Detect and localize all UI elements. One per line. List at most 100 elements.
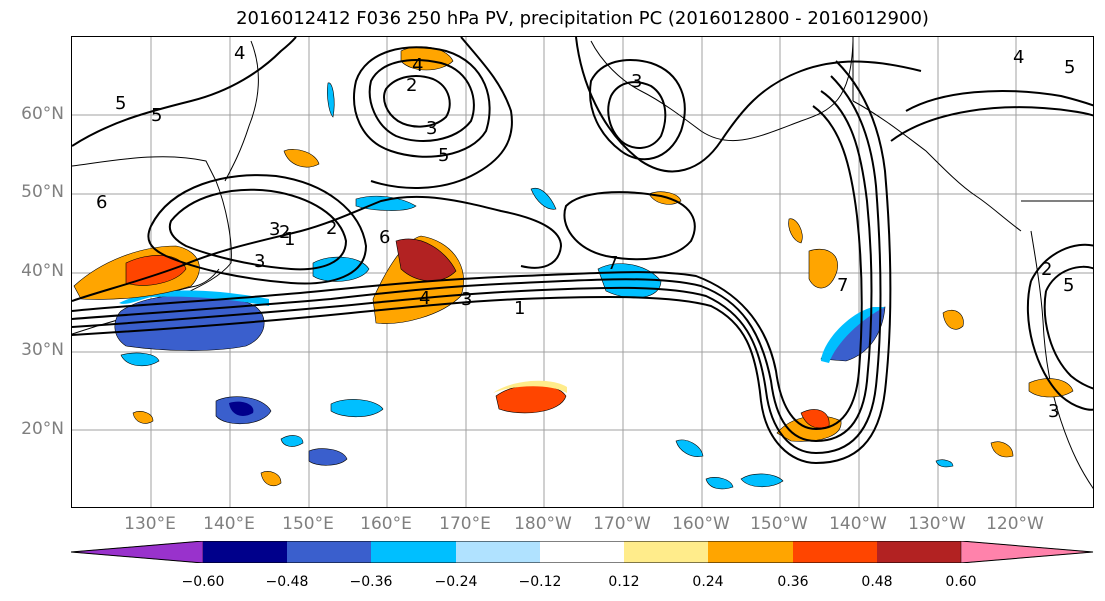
colorbar-segment-extend-low	[71, 541, 204, 563]
blue-blob-160w-south	[675, 439, 704, 457]
lon-label-140e: 140°E	[203, 514, 255, 534]
coast-nw-america	[852, 100, 1022, 232]
contour-label: 1	[284, 229, 295, 250]
colorbar-segment	[287, 541, 371, 563]
contour-label: 3	[631, 71, 642, 92]
lon-label-160w: 160°W	[672, 514, 730, 534]
contour-label: 6	[379, 227, 390, 248]
orange-blob-130e	[132, 411, 154, 424]
blue-blob-ne-pacific-edge	[821, 307, 885, 363]
contour-label: 2	[1041, 259, 1052, 280]
darkred-blob-160e	[395, 238, 457, 282]
jet-contour-2	[72, 75, 882, 455]
blue-blob-kamchatka	[327, 82, 335, 118]
pv-contours	[72, 37, 1093, 465]
colorbar-segment	[371, 541, 456, 563]
contour-label: 2	[326, 218, 337, 239]
contour-label: 4	[419, 288, 430, 309]
yellow-blob-175w	[493, 380, 567, 393]
colorbar-segment-extend-high	[960, 541, 1094, 563]
contour-nw-top	[72, 37, 297, 147]
contour-label: 3	[269, 219, 280, 240]
blue-blob-145e	[280, 435, 304, 447]
contour-label: 5	[151, 105, 162, 126]
contour-label: 4	[1013, 47, 1024, 68]
contour-label: 5	[1064, 57, 1075, 78]
blue-blob-150e-south	[308, 448, 348, 466]
coastlines	[72, 37, 1093, 489]
lon-label-150e: 150°E	[282, 514, 334, 534]
contour-label-group: 4 5 5 6 2 3 1 2 3 4 2 3 5 3 7 4 3 1 6 4 …	[96, 43, 1075, 422]
lon-label-160e: 160°E	[360, 514, 412, 534]
lon-label-170e: 170°E	[439, 514, 491, 534]
contour-label: 5	[438, 145, 449, 166]
contour-low-60n-2	[353, 46, 491, 158]
contour-label: 3	[1048, 401, 1059, 422]
contour-alaska-outer	[575, 37, 922, 173]
contour-label: 4	[412, 55, 423, 76]
graticule	[72, 37, 1093, 507]
contour-west-trough	[72, 195, 563, 302]
jet-contour-3	[72, 60, 892, 465]
orange-blob-135w	[942, 309, 964, 330]
jet-contour-4	[72, 105, 863, 431]
contour-label: 7	[607, 253, 618, 274]
colorbar-outline	[71, 541, 1094, 563]
precip-shading	[73, 46, 1074, 490]
lon-label-140w: 140°W	[829, 514, 887, 534]
red-blob-asia	[125, 254, 187, 286]
contour-label: 3	[461, 289, 472, 310]
contour-ne-ridge	[905, 90, 1093, 112]
coast-kamchatka	[224, 40, 259, 182]
contour-label: 3	[426, 118, 437, 139]
colorbar-tick-label: −0.36	[349, 574, 393, 590]
contour-label: 4	[234, 43, 245, 64]
orange-blob-155w-north	[788, 218, 803, 244]
colorbar	[71, 541, 1094, 563]
lat-label-40n: 40°N	[21, 261, 64, 281]
blue-blob-165e-north	[355, 195, 417, 211]
contour-label: 5	[115, 93, 126, 114]
contour-label: 6	[96, 192, 107, 213]
orange-blob-150w	[808, 248, 838, 289]
orange-blob-150e-north	[283, 149, 320, 168]
colorbar-tick-label: 0.48	[861, 574, 893, 590]
contour-label: 7	[837, 275, 848, 296]
contour-north-kamchatka	[370, 37, 513, 189]
contour-high-180	[563, 191, 696, 261]
lon-label-120w: 120°W	[986, 514, 1044, 534]
contour-label: 2	[279, 222, 290, 243]
colorbar-tick-label: 0.12	[608, 574, 640, 590]
colorbar-tick-label: −0.48	[265, 574, 309, 590]
colorbar-tick-label: −0.60	[181, 574, 225, 590]
contour-label: 3	[254, 251, 265, 272]
colorbar-tick-label: 0.36	[777, 574, 809, 590]
contour-label: 2	[406, 75, 417, 96]
lat-label-60n: 60°N	[21, 104, 64, 124]
orange-blob-125w	[1028, 378, 1074, 398]
contour-west-us-low-2	[1043, 265, 1093, 390]
lon-label-180w: 180°W	[514, 514, 572, 534]
orange-blob-125w-south	[990, 441, 1014, 458]
blue-blob-160e-south	[330, 399, 384, 418]
contour-label: 1	[514, 298, 525, 319]
blue-blob-160w-south2	[705, 477, 734, 490]
colorbar-segment	[708, 541, 793, 563]
lon-label-170w: 170°W	[593, 514, 651, 534]
colorbar-tick-label: 0.60	[945, 574, 977, 590]
colorbar-segment	[203, 541, 287, 563]
contour-low-60n-3	[383, 75, 451, 128]
contour-siberia-low-2	[147, 174, 368, 285]
map-plot-area: 4 5 5 6 2 3 1 2 3 4 2 3 5 3 7 4 3 1 6 4 …	[71, 36, 1094, 508]
contour-west-us-low	[1026, 243, 1093, 411]
map-title: 2016012412 F036 250 hPa PV, precipitatio…	[236, 8, 929, 29]
orange-blob-145e-south	[260, 471, 282, 486]
colorbar-tick-label: −0.24	[434, 574, 478, 590]
jet-contour-1	[72, 90, 873, 443]
colorbar-tick-label: −0.12	[518, 574, 562, 590]
colorbar-segment	[624, 541, 708, 563]
contour-label: 5	[1063, 275, 1074, 296]
colorbar-segment	[456, 541, 540, 563]
blue-blob-180w-north	[530, 187, 557, 210]
contour-alaska-trough-2	[607, 81, 667, 149]
